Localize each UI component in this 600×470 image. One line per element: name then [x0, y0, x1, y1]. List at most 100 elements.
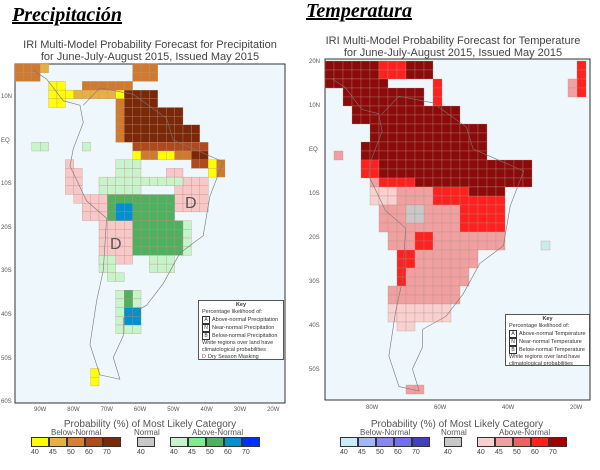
forecast-cell: [450, 150, 461, 161]
forecast-cell: [333, 78, 344, 89]
forecast-cell: [140, 107, 150, 117]
latitude-label: 20S: [1, 224, 12, 231]
forecast-cell: [486, 186, 497, 197]
forecast-cell: [157, 116, 167, 126]
forecast-cell: [441, 150, 452, 161]
forecast-cell: [477, 168, 488, 179]
forecast-cell: [450, 132, 461, 143]
longitude-label: 30W: [233, 407, 247, 413]
forecast-cell: [432, 240, 443, 251]
forecast-cell: [124, 124, 133, 134]
forecast-cell: [396, 132, 407, 143]
forecast-cell: [450, 204, 461, 215]
forecast-cell: [477, 195, 488, 206]
forecast-cell: [486, 177, 497, 188]
forecast-cell: [98, 185, 108, 195]
forecast-cell: [14, 72, 24, 82]
latitude-label: EQ: [309, 147, 318, 153]
key-letter: B: [509, 346, 517, 354]
forecast-cell: [414, 141, 425, 152]
forecast-cell: [387, 312, 398, 323]
forecast-cell: [441, 285, 452, 296]
forecast-cell: [387, 87, 398, 98]
legend-tick: 45: [188, 449, 196, 456]
forecast-cell: [166, 133, 175, 143]
forecast-cell: [495, 168, 506, 179]
forecast-cell: [423, 132, 434, 143]
forecast-cell: [124, 107, 133, 117]
forecast-cell: [157, 220, 167, 230]
legend-tick: 70: [549, 449, 557, 456]
precip-title-line2: for June-July-August 2015, Issued May 20…: [40, 51, 260, 63]
forecast-cell: [166, 229, 175, 239]
forecast-cell: [414, 267, 425, 278]
legend-tick: 50: [67, 449, 75, 456]
forecast-cell: [459, 213, 470, 224]
forecast-cell: [405, 222, 416, 233]
legend-swatch-below: [376, 437, 394, 447]
forecast-cell: [423, 177, 434, 188]
forecast-cell: [149, 237, 158, 247]
forecast-cell: [157, 176, 167, 186]
forecast-cell: [191, 159, 200, 169]
forecast-cell: [432, 141, 443, 152]
legend-swatch-above: [531, 437, 549, 447]
forecast-cell: [132, 98, 142, 108]
forecast-cell: [414, 204, 425, 215]
forecast-cell: [107, 263, 116, 273]
forecast-cell: [450, 159, 461, 170]
forecast-cell: [149, 89, 158, 99]
forecast-cell: [468, 249, 479, 260]
forecast-cell: [107, 176, 116, 186]
forecast-cell: [124, 220, 133, 230]
forecast-cell: [405, 294, 416, 305]
forecast-cell: [115, 81, 125, 91]
legend-tick: 40: [137, 449, 145, 456]
forecast-cell: [450, 141, 461, 152]
forecast-cell: [405, 258, 416, 269]
forecast-cell: [149, 116, 158, 126]
key-label: Above-normal Precipitation: [212, 317, 279, 323]
forecast-cell: [115, 168, 125, 178]
legend-swatch-below: [340, 437, 358, 447]
forecast-cell: [157, 229, 167, 239]
legend-swatch-below: [103, 437, 121, 447]
forecast-cell: [369, 69, 380, 80]
forecast-cell: [140, 220, 150, 230]
legend-swatch-normal: [137, 437, 155, 447]
forecast-cell: [396, 231, 407, 242]
forecast-cell: [459, 222, 470, 233]
forecast-cell: [405, 321, 416, 332]
legend-swatch-below: [394, 437, 412, 447]
forecast-cell: [140, 203, 150, 213]
forecast-cell: [477, 123, 488, 134]
forecast-cell: [414, 114, 425, 125]
forecast-cell: [405, 87, 416, 98]
forecast-cell: [140, 229, 150, 239]
forecast-cell: [124, 185, 133, 195]
forecast-cell: [405, 195, 416, 206]
coastline: [331, 78, 525, 392]
forecast-cell: [387, 285, 398, 296]
forecast-cell: [351, 87, 362, 98]
longitude-label: 70W: [100, 407, 113, 413]
forecast-cell: [182, 220, 192, 230]
forecast-cell: [396, 159, 407, 170]
forecast-cell: [486, 195, 497, 206]
dry-season-mark: D: [110, 236, 122, 253]
forecast-cell: [378, 213, 389, 224]
forecast-cell: [333, 60, 344, 71]
forecast-cell: [124, 307, 133, 317]
forecast-cell: [369, 168, 380, 179]
forecast-cell: [450, 222, 461, 233]
longitude-label: 60W: [434, 405, 447, 411]
forecast-cell: [40, 63, 49, 73]
forecast-cell: [166, 176, 175, 186]
forecast-cell: [432, 114, 443, 125]
forecast-cell: [432, 78, 443, 89]
forecast-cell: [423, 69, 434, 80]
forecast-cell: [166, 142, 175, 152]
forecast-cell: [477, 159, 488, 170]
forecast-cell: [369, 60, 380, 71]
legend-swatch-above: [549, 437, 567, 447]
